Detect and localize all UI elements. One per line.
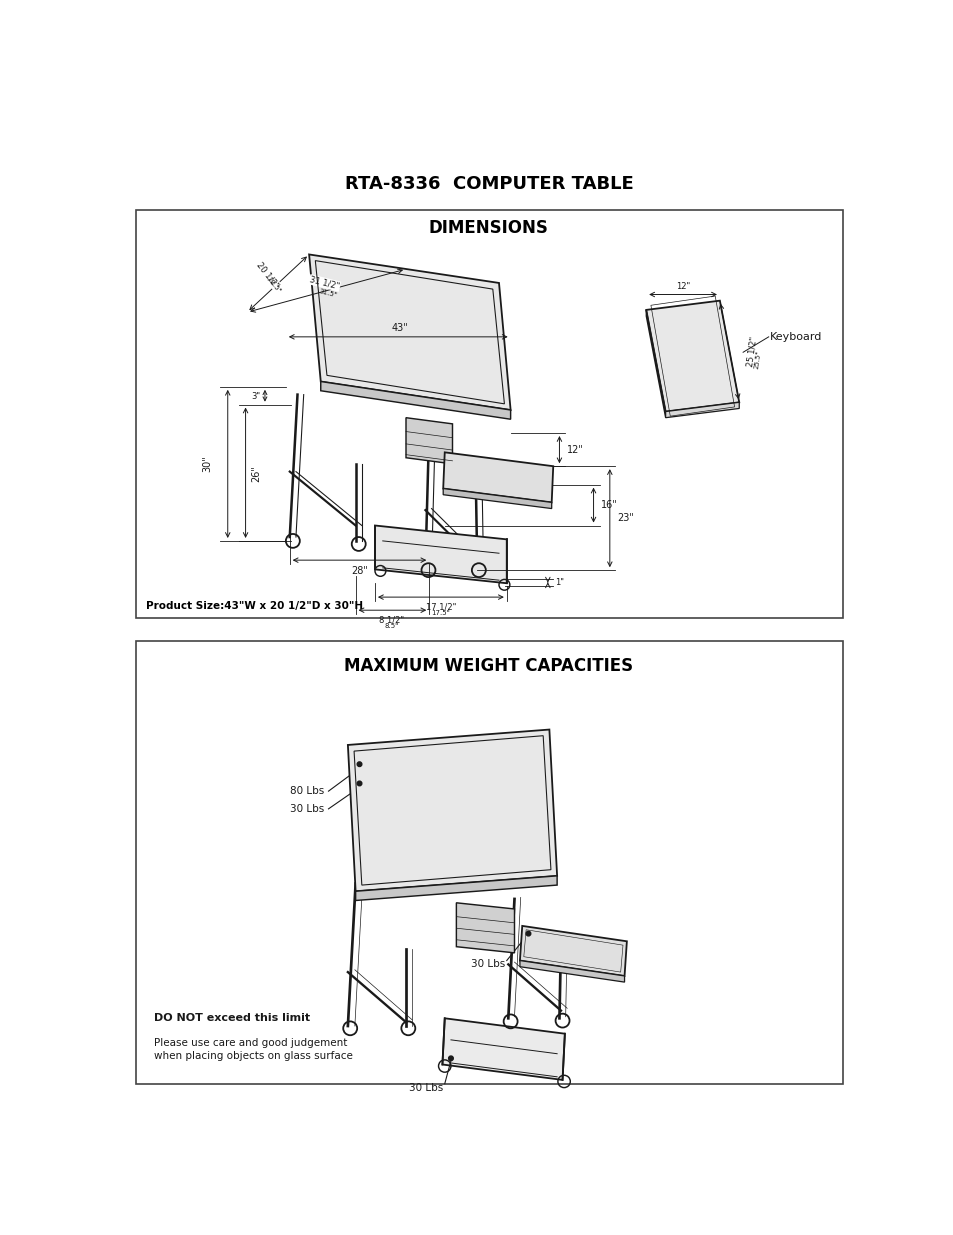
Text: 23": 23" <box>617 513 634 522</box>
Text: 31 1/2": 31 1/2" <box>309 275 340 291</box>
Polygon shape <box>665 403 739 417</box>
Text: 43": 43" <box>391 324 408 333</box>
Text: Keyboard: Keyboard <box>769 332 821 342</box>
Polygon shape <box>320 382 510 419</box>
Text: 20 1/2": 20 1/2" <box>254 261 280 290</box>
Text: 12": 12" <box>567 445 583 454</box>
Polygon shape <box>442 1019 564 1079</box>
Text: 16": 16" <box>600 500 618 510</box>
Text: 80 Lbs: 80 Lbs <box>290 787 324 797</box>
Text: 17.5": 17.5" <box>431 610 450 616</box>
Polygon shape <box>645 300 739 411</box>
Text: 12": 12" <box>676 282 690 290</box>
Text: 20.5": 20.5" <box>266 277 282 294</box>
Circle shape <box>356 782 361 785</box>
Text: 8 1/2": 8 1/2" <box>379 615 404 625</box>
Text: 25.5": 25.5" <box>753 351 760 369</box>
Polygon shape <box>309 254 510 410</box>
Polygon shape <box>456 903 514 953</box>
Polygon shape <box>443 452 553 503</box>
Bar <box>136 210 842 618</box>
Polygon shape <box>519 926 626 976</box>
Text: 1": 1" <box>555 578 564 587</box>
Polygon shape <box>406 417 452 464</box>
Text: 30": 30" <box>202 456 212 472</box>
Text: Product Size:43"W x 20 1/2"D x 30"H: Product Size:43"W x 20 1/2"D x 30"H <box>146 600 363 610</box>
Polygon shape <box>355 876 557 900</box>
Polygon shape <box>348 730 557 892</box>
Text: MAXIMUM WEIGHT CAPACITIES: MAXIMUM WEIGHT CAPACITIES <box>344 657 633 674</box>
Polygon shape <box>645 310 665 417</box>
Text: 3": 3" <box>251 391 260 400</box>
Polygon shape <box>375 526 506 583</box>
Text: 30 Lbs: 30 Lbs <box>409 1083 443 1093</box>
Text: 31.5": 31.5" <box>318 288 338 298</box>
Polygon shape <box>519 961 624 982</box>
Polygon shape <box>443 489 551 509</box>
Text: Please use care and good judgement: Please use care and good judgement <box>154 1037 347 1047</box>
Text: DIMENSIONS: DIMENSIONS <box>429 219 548 237</box>
Text: when placing objects on glass surface: when placing objects on glass surface <box>154 1051 353 1061</box>
Text: 30 Lbs: 30 Lbs <box>471 960 505 969</box>
Text: 17 1/2": 17 1/2" <box>425 603 456 611</box>
Bar <box>136 641 842 1084</box>
Text: 26": 26" <box>251 464 261 482</box>
Circle shape <box>448 1056 453 1061</box>
Text: 30 Lbs: 30 Lbs <box>290 804 324 814</box>
Text: 28": 28" <box>351 566 368 576</box>
Text: RTA-8336  COMPUTER TABLE: RTA-8336 COMPUTER TABLE <box>344 175 633 194</box>
Text: DO NOT exceed this limit: DO NOT exceed this limit <box>154 1013 310 1024</box>
Text: 8.5": 8.5" <box>384 624 398 630</box>
Text: 25 1/2": 25 1/2" <box>744 336 758 367</box>
Circle shape <box>525 931 530 936</box>
Circle shape <box>356 762 361 767</box>
